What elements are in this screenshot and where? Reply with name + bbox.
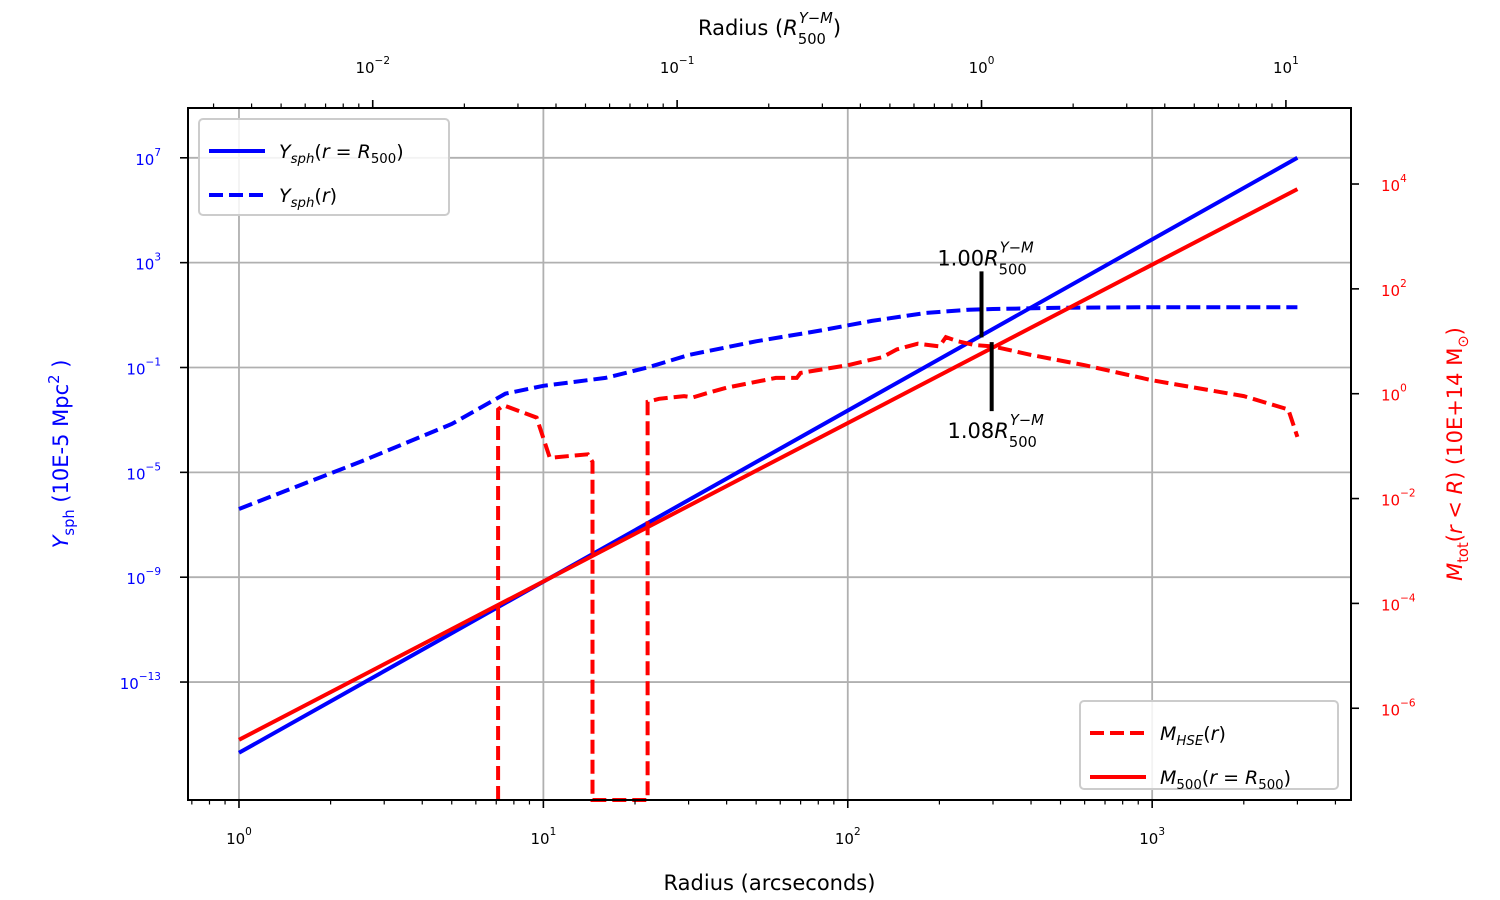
legends: Ysph(r = R500) Ysph(r) MHSE(r) M500(r = R50…	[198, 118, 1339, 793]
x-tick-label: 100	[226, 826, 252, 848]
top-tick-label: 10−1	[660, 55, 695, 77]
left-tick-label: 10−1	[126, 357, 161, 379]
left-y-axis-label: Ysph (10E-5 Mpc2 )	[46, 360, 78, 549]
series-layer	[238, 156, 1300, 802]
right-tick-label: 10−6	[1381, 697, 1416, 719]
plot-frame	[187, 107, 1352, 801]
series-line-3	[496, 334, 1300, 802]
legend-label: MHSE(r)	[1160, 723, 1226, 749]
legend-label: Ysph(r)	[279, 185, 337, 211]
left-tick-label: 10−13	[120, 671, 161, 693]
legend-label: M500(r = R500)	[1160, 767, 1291, 793]
grid	[188, 108, 1351, 800]
top-axis-label: Radius (R500Y−M)	[698, 10, 841, 48]
x-tick-label: 103	[1139, 826, 1165, 848]
left-tick-label: 10−9	[126, 566, 161, 588]
top-tick-label: 100	[969, 55, 995, 77]
left-tick-label: 10−5	[126, 461, 161, 483]
r500-marker-label-2: 1.08R500Y−M	[947, 412, 1044, 451]
right-tick-label: 10−4	[1381, 592, 1416, 614]
right-tick-label: 102	[1381, 278, 1407, 300]
left-tick-label: 103	[135, 252, 161, 274]
x-tick-label: 101	[530, 826, 556, 848]
legend-frame	[198, 118, 450, 216]
right-tick-label: 10−2	[1381, 488, 1416, 510]
legend-label: Ysph(r = R500)	[279, 141, 404, 167]
series-line-1	[238, 156, 1299, 755]
annotations: 1.00R500Y−M 1.08R500Y−M	[937, 239, 1044, 451]
x-tick-label: 102	[835, 826, 861, 848]
right-tick-label: 104	[1381, 173, 1407, 195]
legend-box: MHSE(r) M500(r = R500)	[1079, 700, 1339, 793]
series-line-2	[238, 305, 1298, 511]
legend-box: Ysph(r = R500) Ysph(r)	[198, 118, 450, 216]
left-tick-label: 107	[135, 147, 161, 169]
r500-marker-label-1: 1.00R500Y−M	[937, 239, 1034, 278]
top-tick-label: 101	[1273, 55, 1299, 77]
axis-ticks	[180, 100, 1359, 808]
top-tick-label: 10−2	[355, 55, 390, 77]
axis-labels: 100 101 102 103 Radius (arcseconds) 10−2 10−1 1…	[46, 10, 1472, 895]
right-y-axis-label: Mtot(r < R) (10E+14 M⊙)	[1443, 327, 1472, 581]
x-axis-label: Radius (arcseconds)	[664, 871, 876, 895]
right-tick-label: 100	[1381, 383, 1407, 405]
legend-frame	[1079, 700, 1339, 790]
series-line-4	[238, 187, 1299, 742]
